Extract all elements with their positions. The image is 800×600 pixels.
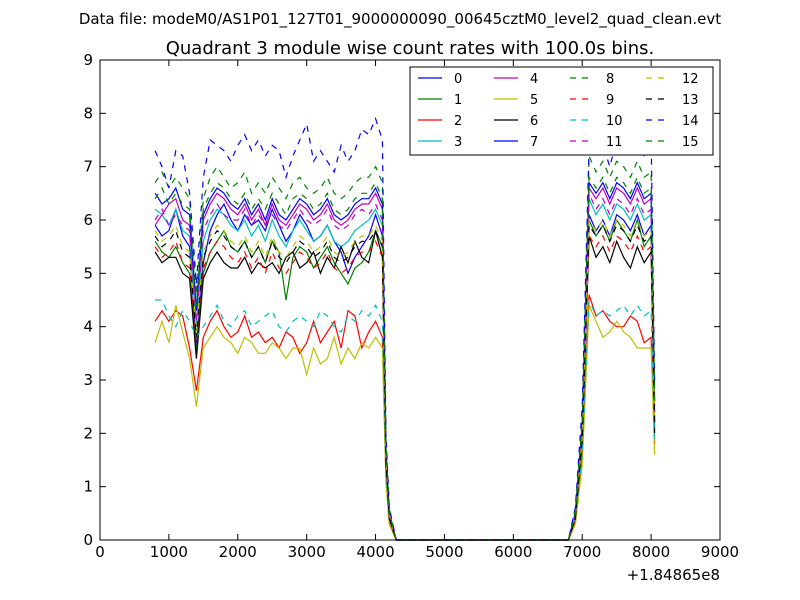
legend-label-11: 11 xyxy=(606,135,623,150)
series-line-4 xyxy=(154,186,656,541)
legend-label-8: 8 xyxy=(606,72,614,87)
legend-label-0: 0 xyxy=(454,72,462,87)
suptitle: Data file: modeM0/AS1P01_127T01_90000000… xyxy=(79,10,721,29)
series-line-13 xyxy=(154,223,656,541)
y-tick-label: 5 xyxy=(83,264,93,282)
x-tick-label: 2000 xyxy=(219,543,257,561)
y-tick-label: 8 xyxy=(83,104,93,122)
legend-label-5: 5 xyxy=(530,93,538,108)
x-tick-label: 4000 xyxy=(356,543,394,561)
chart-title: Quadrant 3 module wise count rates with … xyxy=(166,38,655,59)
legend-label-14: 14 xyxy=(682,114,699,129)
series-line-3 xyxy=(154,198,656,541)
series-line-11 xyxy=(154,193,656,541)
series-line-6 xyxy=(154,230,656,541)
legend-label-13: 13 xyxy=(682,93,699,108)
series-line-10 xyxy=(155,299,656,541)
series-line-2 xyxy=(154,294,656,541)
legend-label-10: 10 xyxy=(606,114,623,129)
legend-label-4: 4 xyxy=(530,72,538,87)
x-tick-label: 8000 xyxy=(632,543,670,561)
series-line-7 xyxy=(154,180,656,541)
series-line-0 xyxy=(154,202,656,541)
axis-ticks: 0 1000 2000 3000 4000 5000 6000 7000 8000 9000012… xyxy=(83,51,739,561)
series-line-8 xyxy=(154,155,656,541)
x-offset-label: +1.84865e8 xyxy=(627,566,720,584)
legend-label-9: 9 xyxy=(606,93,614,108)
y-tick-label: 4 xyxy=(83,318,93,336)
series-line-9 xyxy=(154,234,656,541)
legend-frame xyxy=(409,66,714,156)
legend-label-3: 3 xyxy=(454,135,462,150)
series-line-12 xyxy=(154,218,656,541)
y-tick-label: 9 xyxy=(83,51,93,69)
y-tick-label: 7 xyxy=(83,158,93,176)
y-tick-label: 2 xyxy=(83,424,93,442)
y-tick-label: 3 xyxy=(83,371,93,389)
y-tick-label: 6 xyxy=(83,211,93,229)
x-tick-label: 3000 xyxy=(288,543,326,561)
legend-label-1: 1 xyxy=(454,93,462,108)
series-line-14 xyxy=(154,91,656,541)
series-line-5 xyxy=(154,305,656,541)
legend-label-6: 6 xyxy=(530,114,538,129)
legend-label-15: 15 xyxy=(682,135,699,150)
x-tick-label: 6000 xyxy=(494,543,532,561)
plot-frame xyxy=(99,59,721,541)
x-tick-label: 5000 xyxy=(425,543,463,561)
legend-label-2: 2 xyxy=(454,114,462,129)
legend-label-12: 12 xyxy=(682,72,699,87)
y-tick-label: 0 xyxy=(83,531,93,549)
x-tick-label: 1000 xyxy=(150,543,188,561)
legend-label-7: 7 xyxy=(530,135,538,150)
plot-lines xyxy=(154,91,656,541)
x-tick-label: 0 xyxy=(95,543,105,561)
y-tick-label: 1 xyxy=(83,478,93,496)
series-line-15 xyxy=(154,175,656,541)
x-tick-label: 9000 xyxy=(701,543,739,561)
x-tick-label: 7000 xyxy=(563,543,601,561)
